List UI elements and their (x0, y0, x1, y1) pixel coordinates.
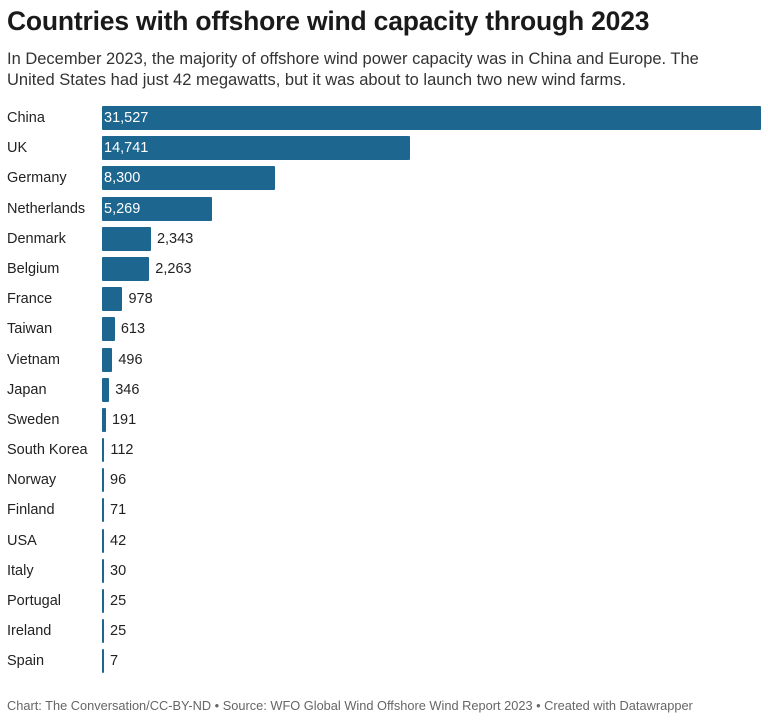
category-label: Finland (7, 502, 55, 519)
bar (102, 649, 104, 674)
value-label: 496 (118, 351, 143, 368)
bar-row: USA 42 (0, 526, 768, 556)
bar (102, 347, 113, 372)
bar (102, 287, 123, 312)
bar (102, 589, 104, 613)
value-label: 31,527 (104, 110, 149, 126)
category-label: Japan (7, 381, 47, 398)
bar-row: Germany 8,300 (0, 163, 768, 193)
category-label: UK (7, 140, 28, 157)
category-label: Taiwan (7, 321, 53, 338)
bar-chart: China 31,527 UK 14,741 Germany 8,300 Netherlan… (0, 103, 768, 677)
category-label: Denmark (7, 230, 66, 247)
bar-row: France 978 (0, 284, 768, 314)
bar-row: Norway 96 (0, 465, 768, 495)
category-label: Belgium (7, 260, 60, 277)
bar (102, 166, 276, 191)
bar-row: Belgium 2,263 (0, 254, 768, 284)
value-label: 112 (110, 442, 134, 459)
bar-row: Spain 7 (0, 646, 768, 676)
bar (102, 377, 110, 402)
bar-row: Netherlands 5,269 (0, 194, 768, 224)
bar (102, 498, 104, 523)
value-label: 7 (110, 653, 119, 670)
bar (102, 438, 105, 463)
value-label: 71 (110, 502, 127, 519)
bar (102, 196, 213, 221)
bar-row: China 31,527 (0, 103, 768, 133)
value-label: 191 (111, 411, 137, 428)
value-label: 96 (110, 472, 127, 489)
value-label: 42 (110, 532, 127, 549)
chart-subtitle: In December 2023, the majority of offsho… (7, 50, 699, 89)
bar (102, 136, 411, 161)
category-label: Netherlands (7, 200, 86, 217)
bar-row: Denmark 2,343 (0, 224, 768, 254)
value-label: 2,263 (155, 260, 192, 277)
value-label: 346 (115, 381, 140, 398)
category-label: Portugal (7, 593, 62, 609)
bar-row: South Korea 112 (0, 435, 768, 465)
bar-row: Sweden 191 (0, 405, 768, 435)
bar (102, 619, 104, 644)
bar (102, 256, 150, 281)
bar-row: Italy 30 (0, 556, 768, 586)
category-label: Germany (7, 170, 67, 187)
bar-row: UK 14,741 (0, 133, 768, 163)
category-label: Vietnam (7, 351, 60, 368)
bar (102, 106, 761, 130)
value-label: 978 (128, 291, 153, 308)
value-label: 2,343 (156, 230, 194, 247)
category-label: USA (7, 532, 37, 549)
category-label: Spain (7, 653, 45, 670)
category-label: South Korea (7, 442, 88, 459)
bar-row: Ireland 25 (0, 616, 768, 646)
bar-row: Taiwan 613 (0, 314, 768, 344)
category-label: Norway (7, 472, 57, 489)
value-label: 14,741 (104, 140, 149, 157)
category-label: Ireland (7, 623, 52, 640)
value-label: 25 (110, 593, 127, 609)
bar (102, 317, 115, 342)
category-label: Sweden (7, 411, 60, 428)
bar-row: Portugal 25 (0, 586, 768, 616)
bar (102, 407, 106, 432)
bar-row: Finland 71 (0, 495, 768, 525)
value-label: 613 (120, 321, 146, 338)
value-label: 8,300 (104, 170, 141, 187)
value-label: 5,269 (104, 200, 141, 217)
value-label: 30 (110, 562, 127, 579)
category-label: Italy (7, 562, 34, 579)
chart-footer: Chart: The Conversation/CC-BY-ND • Sourc… (7, 698, 693, 713)
bar (102, 468, 104, 493)
bar (102, 226, 151, 251)
category-label: France (7, 291, 53, 308)
bar (102, 558, 104, 583)
value-label: 25 (110, 623, 127, 640)
chart-title: Countries with offshore wind capacity th… (7, 6, 650, 36)
bar (102, 528, 104, 553)
bar-row: Vietnam 496 (0, 345, 768, 375)
bar-row: Japan 346 (0, 375, 768, 405)
category-label: China (7, 110, 45, 126)
